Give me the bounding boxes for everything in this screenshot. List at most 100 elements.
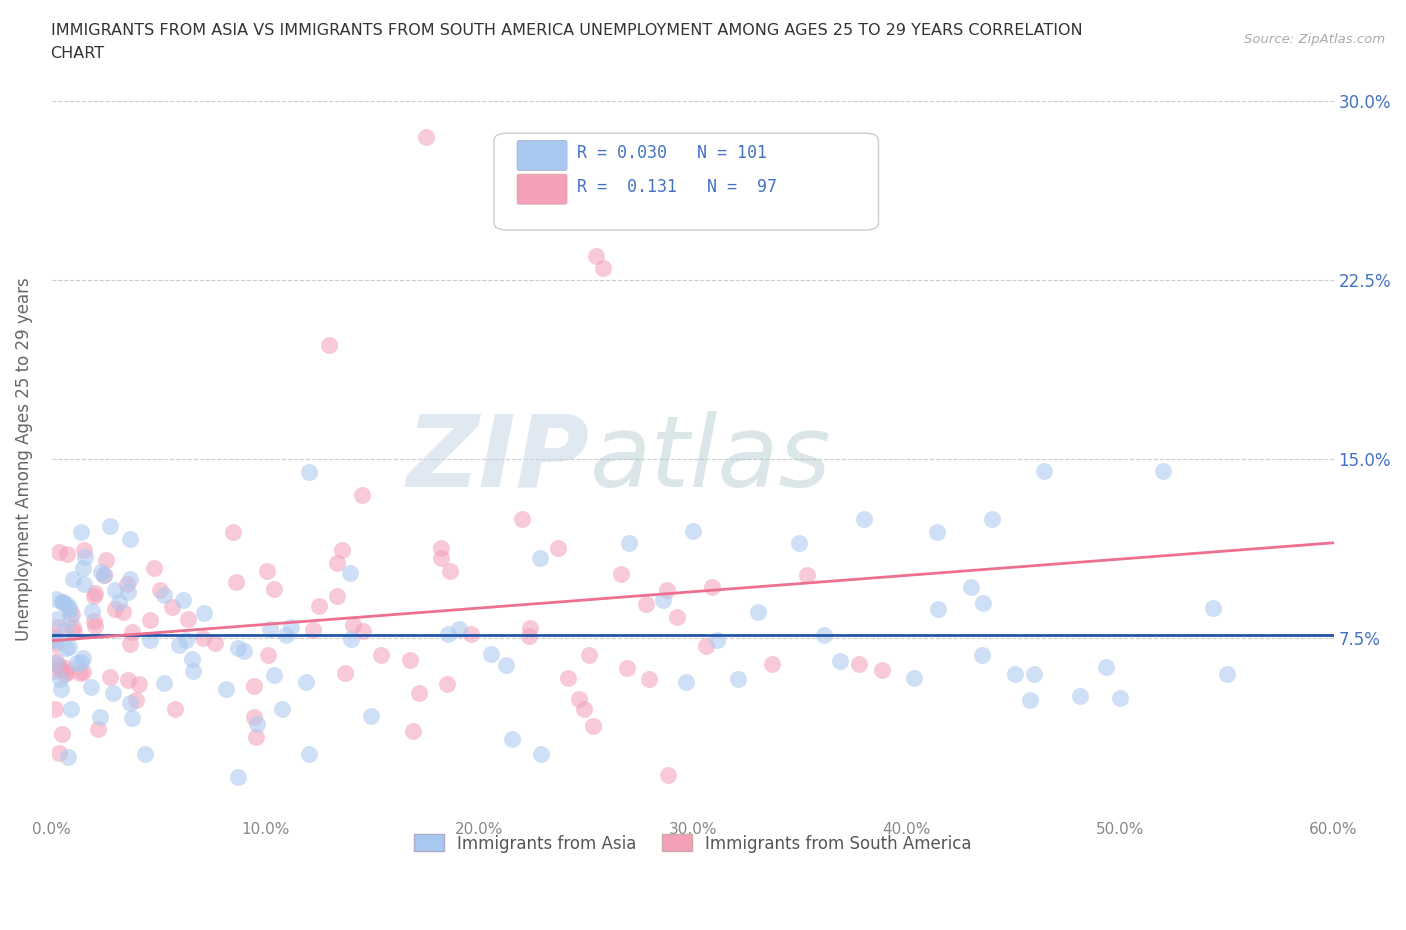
Point [58, 603, 80, 618]
Point [325, 555, 347, 570]
Point [121, 711, 143, 725]
Point [46, 612, 69, 627]
Point [519, 629, 541, 644]
Point [177, 612, 200, 627]
Point [655, 583, 678, 598]
Point [66, 656, 89, 671]
Point [83, 585, 105, 600]
Point [118, 532, 141, 547]
Point [93, 567, 115, 582]
Point [318, 338, 340, 352]
Point [53, 624, 76, 639]
Text: R =  0.131   N =  97: R = 0.131 N = 97 [578, 178, 778, 196]
Point [276, 628, 298, 643]
Point [59, 611, 82, 626]
Point [55, 661, 77, 676]
Point [70, 525, 93, 539]
Point [246, 717, 269, 732]
Point [335, 665, 357, 680]
Point [181, 663, 204, 678]
Point [326, 589, 349, 604]
FancyBboxPatch shape [494, 133, 879, 230]
Point [181, 652, 204, 667]
Point [63, 624, 86, 639]
Point [172, 593, 194, 608]
Point [256, 648, 278, 663]
Point [163, 702, 186, 717]
Point [256, 564, 278, 578]
Point [53, 666, 76, 681]
Point [616, 660, 638, 675]
Point [245, 730, 267, 745]
Point [592, 260, 614, 275]
Point [58, 640, 80, 655]
Point [370, 647, 392, 662]
Point [98, 670, 121, 684]
Point [727, 671, 749, 686]
Point [682, 524, 704, 538]
Point [112, 604, 135, 619]
Point [83, 613, 105, 628]
Point [789, 536, 811, 551]
Point [761, 657, 783, 671]
Point [437, 627, 460, 642]
Point [80, 604, 103, 618]
Point [56, 546, 79, 561]
Point [73, 577, 96, 591]
Point [339, 565, 361, 580]
Point [927, 525, 949, 539]
Point [204, 636, 226, 651]
Point [848, 657, 870, 671]
Point [665, 609, 688, 624]
Point [162, 600, 184, 615]
Point [828, 653, 851, 668]
Point [58, 600, 80, 615]
Point [118, 571, 141, 586]
Point [193, 605, 215, 620]
Point [120, 636, 142, 651]
Point [399, 652, 422, 667]
Point [259, 622, 281, 637]
Point [62, 619, 84, 634]
Point [436, 677, 458, 692]
Point [1004, 667, 1026, 682]
Point [529, 551, 551, 565]
Point [42, 663, 65, 678]
Point [83, 588, 105, 603]
Point [271, 701, 294, 716]
Point [340, 631, 363, 646]
Point [108, 594, 131, 609]
Point [479, 647, 502, 662]
Point [308, 599, 330, 614]
Point [652, 593, 675, 608]
Point [657, 768, 679, 783]
Point [72, 561, 94, 576]
Point [610, 566, 633, 581]
Point [84, 619, 107, 634]
Point [93, 567, 115, 582]
Point [280, 619, 302, 634]
Point [298, 465, 321, 480]
Point [637, 671, 659, 686]
Point [104, 582, 127, 597]
Point [408, 685, 430, 700]
Text: ZIP: ZIP [408, 411, 591, 508]
Point [45, 591, 67, 606]
Point [585, 249, 607, 264]
Point [226, 641, 249, 656]
Point [634, 597, 657, 612]
Point [870, 662, 893, 677]
Text: R = 0.030   N = 101: R = 0.030 N = 101 [578, 143, 768, 162]
Point [138, 612, 160, 627]
Point [191, 631, 214, 645]
Point [153, 588, 176, 603]
Point [44, 636, 66, 651]
FancyBboxPatch shape [517, 140, 567, 170]
Point [298, 747, 321, 762]
Point [44, 633, 66, 648]
Point [1095, 659, 1118, 674]
Point [617, 536, 640, 551]
Point [1202, 601, 1225, 616]
Point [430, 540, 453, 555]
Point [510, 512, 533, 526]
